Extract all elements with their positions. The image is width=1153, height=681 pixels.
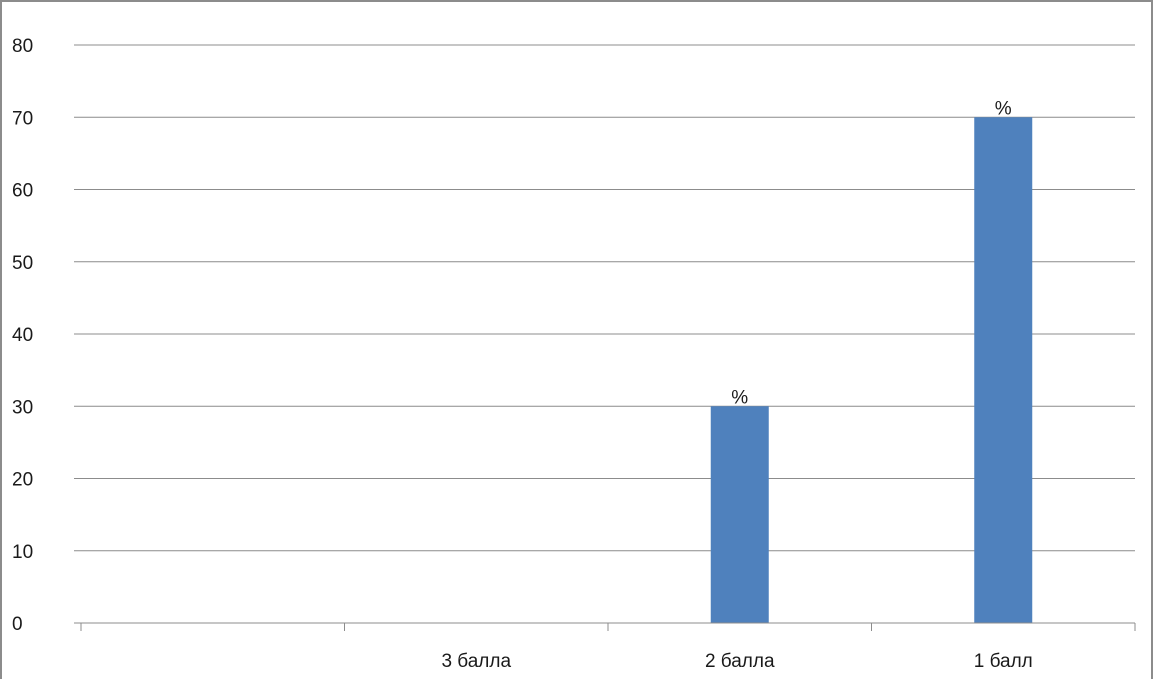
y-axis-tick-labels: 0 10 20 30 40 50 60 70 80 bbox=[12, 36, 81, 635]
x-tick-label: 1 балл bbox=[974, 651, 1033, 672]
y-tick-label: 80 bbox=[12, 36, 33, 57]
y-tick-label: 20 bbox=[12, 470, 33, 491]
bar-data-label: % bbox=[731, 387, 748, 408]
bar-data-label: % bbox=[995, 98, 1012, 119]
data-labels: %% bbox=[731, 98, 1012, 408]
x-axis bbox=[80, 622, 1136, 631]
y-tick-label: 30 bbox=[12, 397, 33, 418]
x-tick-label: 2 балла bbox=[705, 651, 775, 672]
x-tick-label: 3 балла bbox=[441, 651, 511, 672]
y-tick-label: 0 bbox=[12, 614, 23, 635]
bars bbox=[710, 117, 1033, 623]
x-axis-tick-labels: 3 балла 2 балла 1 балл bbox=[441, 651, 1032, 672]
y-tick-label: 70 bbox=[12, 108, 33, 129]
bar bbox=[710, 406, 769, 623]
y-tick-label: 10 bbox=[12, 542, 33, 563]
y-tick-label: 60 bbox=[12, 181, 33, 202]
bar bbox=[974, 117, 1033, 623]
gridlines bbox=[81, 44, 1135, 552]
y-tick-label: 50 bbox=[12, 253, 33, 274]
y-tick-label: 40 bbox=[12, 325, 33, 346]
